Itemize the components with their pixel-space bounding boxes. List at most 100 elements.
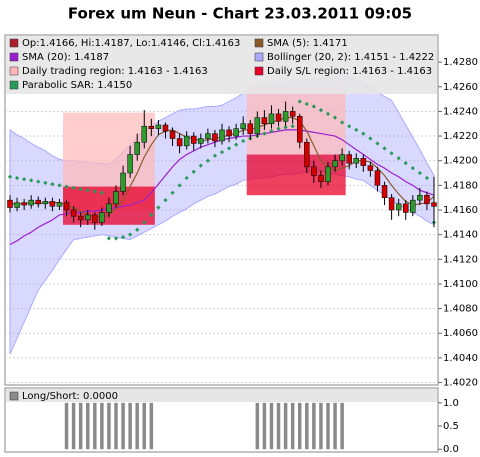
chart-title: Forex um Neun - Chart 23.03.2011 09:05 xyxy=(68,5,412,23)
legend-label: SMA (5): 1.4171 xyxy=(267,38,348,49)
sar-dot xyxy=(128,232,133,237)
candle-body xyxy=(127,154,133,174)
bar xyxy=(135,402,139,450)
candle-body xyxy=(374,170,381,186)
bar xyxy=(121,402,125,450)
bar xyxy=(290,402,295,450)
sar-dot xyxy=(149,212,154,218)
candle-body xyxy=(212,133,218,142)
legend-label: Parabolic SAR: 1.4150 xyxy=(22,80,132,91)
sar-dot xyxy=(85,188,90,193)
sar-dot xyxy=(163,198,168,203)
candle-body xyxy=(99,212,105,223)
sar-dot xyxy=(191,169,196,174)
candle-body xyxy=(367,165,374,171)
candle-body xyxy=(84,214,91,221)
sar-dot xyxy=(424,175,430,181)
bar xyxy=(78,402,83,450)
sar-dot xyxy=(410,165,415,171)
legend-swatch xyxy=(9,66,19,76)
bar xyxy=(283,402,288,450)
sar-dot xyxy=(403,161,408,166)
sar-dot xyxy=(14,175,20,181)
candle-body xyxy=(381,185,388,198)
candle-body xyxy=(148,125,155,129)
sar-dot xyxy=(120,234,126,240)
candle-body xyxy=(219,129,225,142)
bar xyxy=(64,402,69,450)
sar-dot xyxy=(226,146,232,151)
y-tick-label: 0.5 xyxy=(443,421,459,432)
legend-swatch xyxy=(254,66,264,76)
candle-body xyxy=(247,123,254,134)
candle-body xyxy=(410,199,416,213)
bar xyxy=(312,402,316,450)
y-tick-label: 1.4040 xyxy=(443,353,478,364)
candle-body xyxy=(289,111,296,117)
candle-body xyxy=(176,138,183,147)
candle-body xyxy=(162,124,169,132)
candle-body xyxy=(70,209,77,217)
region xyxy=(246,154,346,196)
candle-body xyxy=(28,199,34,206)
candle-body xyxy=(35,199,42,205)
sar-dot xyxy=(375,141,380,146)
sar-dot xyxy=(106,236,112,241)
sar-dot xyxy=(64,184,69,189)
candle-body xyxy=(190,135,197,144)
candle-body xyxy=(268,113,275,124)
bar xyxy=(93,402,97,450)
candle-body xyxy=(42,201,49,205)
candle-body xyxy=(134,141,140,155)
candle-body xyxy=(141,125,148,143)
bar xyxy=(100,402,104,450)
bar xyxy=(319,402,323,450)
sar-dot xyxy=(50,181,55,187)
candle-body xyxy=(417,194,423,201)
candle-body xyxy=(183,135,190,147)
sar-dot xyxy=(177,183,182,188)
y-tick-label: 1.4220 xyxy=(443,131,478,142)
candle-body xyxy=(169,130,176,139)
y-tick-label: 1.4120 xyxy=(443,254,478,265)
bar xyxy=(114,402,118,450)
candle-body xyxy=(332,160,338,168)
candle-body xyxy=(339,154,345,161)
candle-body xyxy=(120,172,126,192)
legend-label: Daily S/L region: 1.4163 - 1.4163 xyxy=(267,66,432,77)
legend-swatch xyxy=(9,38,19,48)
sar-dot xyxy=(99,190,104,195)
sar-dot xyxy=(78,186,83,192)
candle-body xyxy=(311,166,317,176)
candle-body xyxy=(49,201,56,207)
legend-label: Bollinger (20, 2): 1.4151 - 1.4222 xyxy=(267,52,434,63)
sar-dot xyxy=(262,131,267,136)
candle-body xyxy=(304,141,310,168)
sar-dot xyxy=(219,149,225,155)
bar xyxy=(326,402,330,450)
y-tick-label: 1.4240 xyxy=(443,106,478,117)
candle-body xyxy=(240,123,246,129)
candle-body xyxy=(63,202,70,211)
candle-body xyxy=(198,138,204,144)
candle-body xyxy=(318,175,324,182)
y-tick-label: 1.0 xyxy=(443,398,459,409)
sar-dot xyxy=(43,180,48,186)
legend-swatch xyxy=(254,52,264,62)
sar-dot xyxy=(417,170,422,176)
sar-dot xyxy=(71,185,76,190)
bar xyxy=(85,402,90,450)
sar-dot xyxy=(113,236,119,241)
bar xyxy=(71,402,76,450)
sar-dot xyxy=(269,129,274,134)
sar-dot xyxy=(57,183,62,188)
bar xyxy=(255,402,260,450)
legend-label: Long/Short: 0.0000 xyxy=(22,391,118,402)
legend-swatch xyxy=(254,38,264,48)
y-tick-label: 1.4080 xyxy=(443,304,478,315)
candle-body xyxy=(226,129,232,137)
legend-label: Op:1.4166, Hi:1.4187, Lo:1.4146, Cl:1.41… xyxy=(22,38,240,49)
sar-dot xyxy=(361,131,366,136)
legend-bg xyxy=(6,36,437,94)
